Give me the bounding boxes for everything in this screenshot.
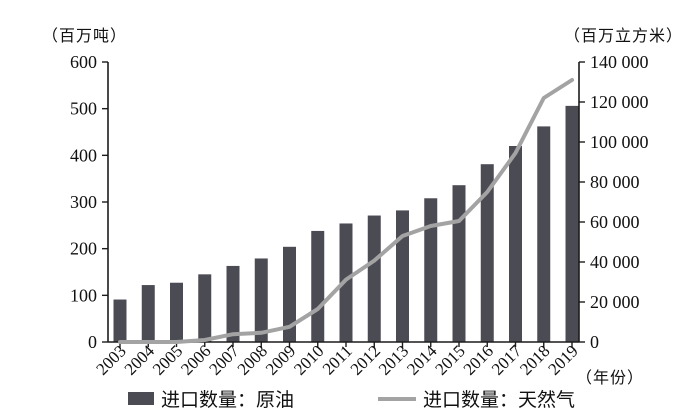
right-axis-tick-label-140000: 140 000: [590, 52, 649, 72]
x-axis-label-2005: 2005: [149, 341, 186, 378]
legend-label-crude-oil: 进口数量：原油: [161, 390, 295, 411]
natural-gas-line-swatch-icon: [378, 396, 417, 401]
bar-2011: [339, 223, 353, 342]
crude-oil-bar-swatch-icon: [128, 392, 154, 405]
x-axis-label-2007: 2007: [205, 341, 243, 379]
bar-2006: [198, 274, 212, 342]
right-axis-tick-label-0: 0: [590, 332, 599, 352]
x-axis-label-2009: 2009: [262, 341, 299, 378]
x-axis-label-2013: 2013: [375, 341, 412, 378]
left-axis-tick-label-300: 300: [70, 192, 97, 212]
natural-gas-line: [118, 78, 574, 344]
right-axis-tick-label-60000: 60 000: [590, 212, 640, 232]
bar-2004: [141, 285, 155, 342]
x-axis-unit-label: （年份）: [576, 370, 645, 387]
bar-2012: [367, 215, 381, 342]
right-axis-tick-label-20000: 20 000: [590, 292, 640, 312]
x-axis-label-2017: 2017: [488, 341, 526, 379]
x-axis-label-2012: 2012: [347, 341, 384, 378]
x-axis-label-2015: 2015: [431, 341, 468, 378]
bar-2013: [396, 210, 409, 342]
x-axis-label-2004: 2004: [121, 341, 159, 379]
x-axis-label-2010: 2010: [290, 341, 327, 378]
bar-2016: [480, 164, 494, 342]
x-axis-label-2019: 2019: [544, 341, 581, 378]
bar-2018: [537, 126, 551, 343]
left-axis-unit-label: （百万吨）: [42, 28, 128, 45]
x-axis-label-2018: 2018: [516, 341, 553, 378]
legend-item-crude-oil: 进口数量：原油: [128, 385, 294, 412]
x-axis-label-2016: 2016: [460, 341, 497, 378]
bar-2009: [283, 246, 296, 342]
x-axis-label-2014: 2014: [403, 341, 441, 379]
x-axis-label-2008: 2008: [234, 341, 271, 378]
x-axis-label-2003: 2003: [92, 341, 129, 378]
left-axis-tick-label-100: 100: [70, 285, 97, 305]
bar-2015: [452, 185, 466, 342]
x-axis-label-2006: 2006: [177, 341, 214, 378]
left-axis-tick-label-400: 400: [70, 145, 97, 165]
left-axis-tick-label-500: 500: [70, 99, 97, 119]
bar-2008: [254, 258, 268, 342]
legend-item-natural-gas: 进口数量：天然气: [378, 385, 575, 412]
right-axis-tick-label-40000: 40 000: [590, 252, 640, 272]
right-axis-tick-label-80000: 80 000: [590, 172, 640, 192]
legend: 进口数量：原油 进口数量：天然气: [128, 385, 575, 412]
right-axis-tick-label-100000: 100 000: [590, 132, 649, 152]
right-axis-unit-label: （百万立方米）: [563, 28, 683, 45]
right-axis-tick-label-120000: 120 000: [590, 92, 649, 112]
legend-label-natural-gas: 进口数量：天然气: [423, 390, 576, 411]
left-axis-tick-label-0: 0: [88, 332, 97, 352]
x-axis-label-2011: 2011: [319, 341, 356, 378]
bar-2003: [113, 299, 127, 342]
bar-2017: [509, 146, 522, 342]
bar-2019: [565, 105, 579, 342]
bar-2007: [226, 265, 240, 342]
bar-2005: [170, 282, 183, 342]
left-axis-tick-label-600: 600: [70, 52, 97, 72]
left-axis-tick-label-200: 200: [70, 239, 97, 259]
bar-2010: [311, 230, 325, 342]
bar-2014: [424, 198, 438, 342]
